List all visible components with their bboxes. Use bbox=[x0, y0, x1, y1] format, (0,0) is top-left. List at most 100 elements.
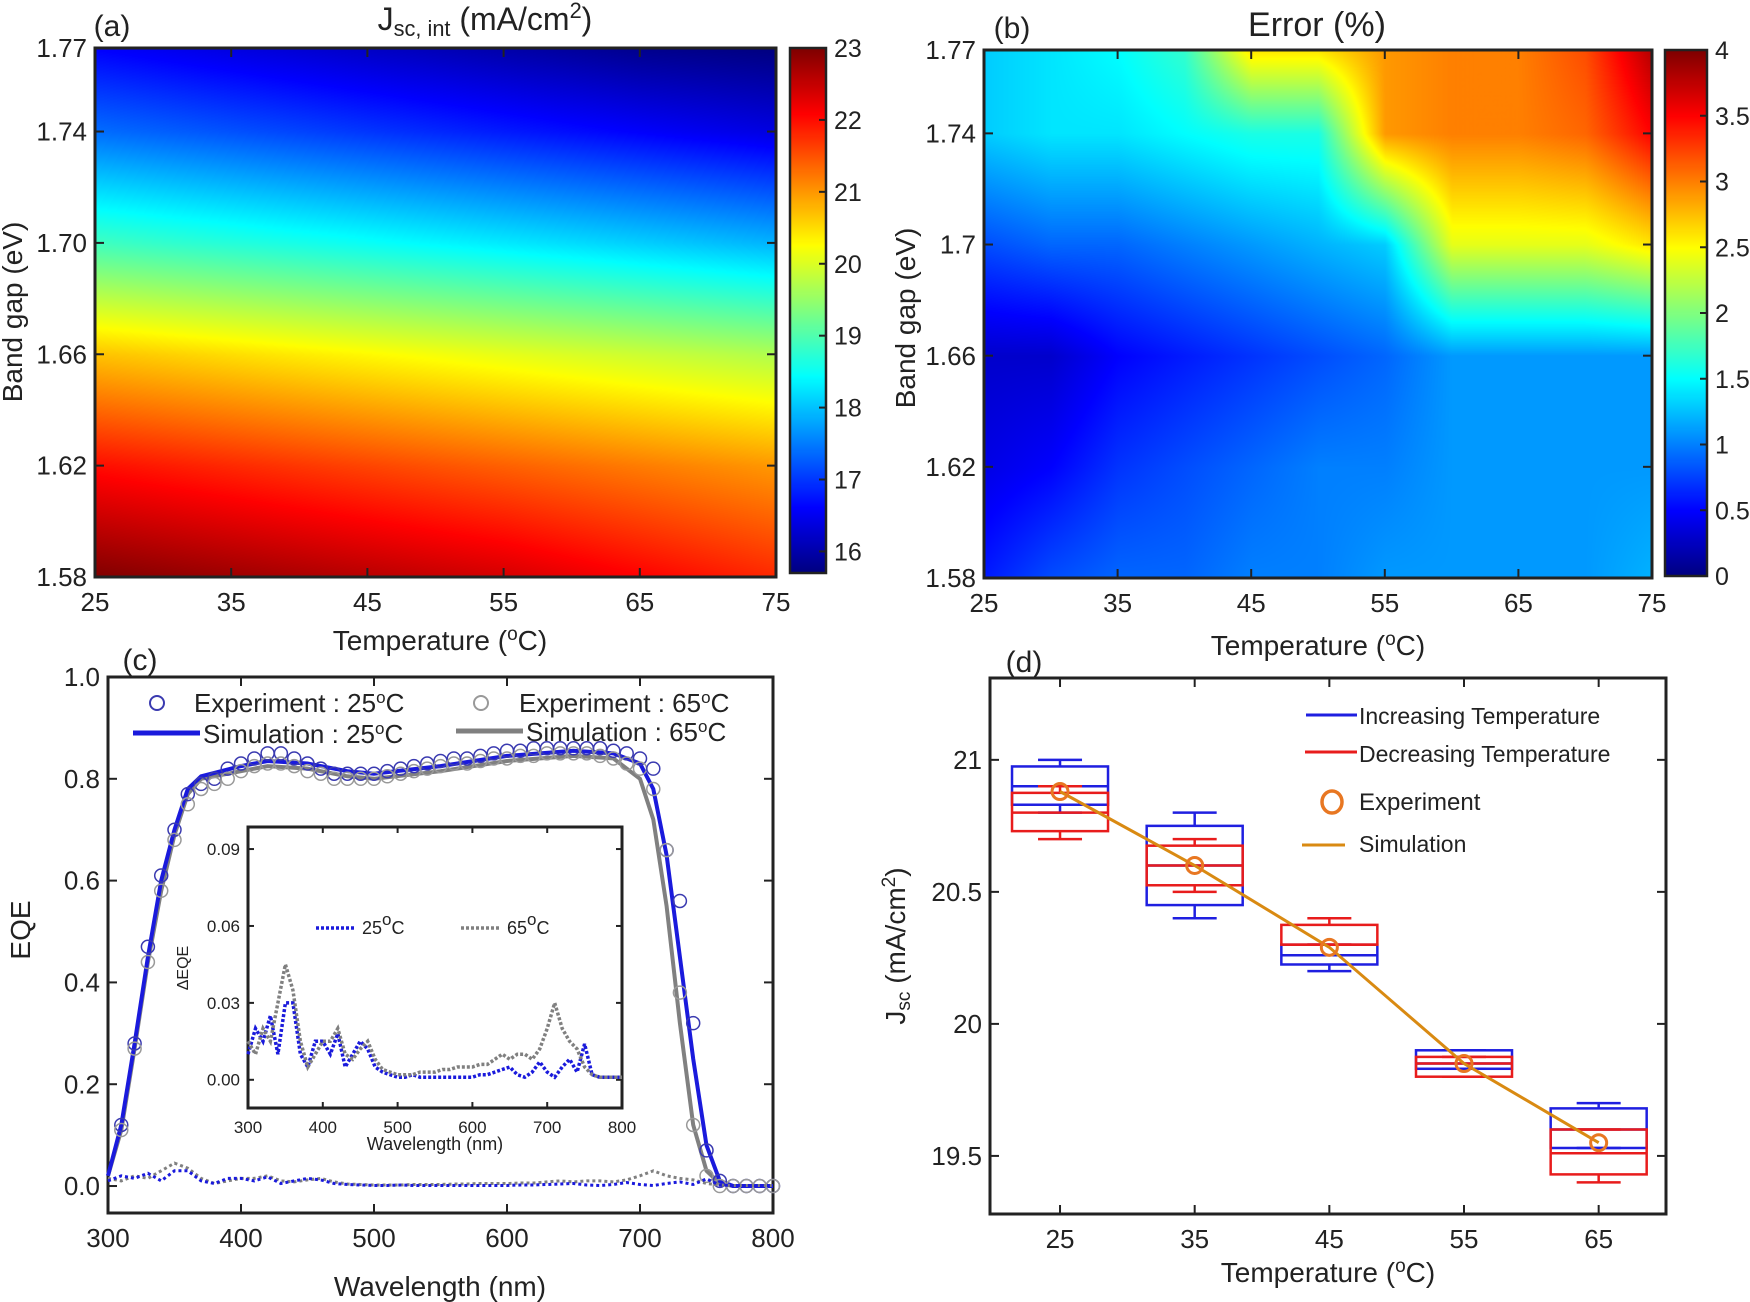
experiment-point bbox=[1319, 937, 1339, 957]
experiment-25-point bbox=[247, 751, 262, 766]
experiment-65-point bbox=[140, 954, 156, 970]
x-tick-label: 35 bbox=[1103, 588, 1132, 618]
panel-label-c: (c) bbox=[123, 644, 158, 677]
x-tick-label: 45 bbox=[1237, 588, 1266, 618]
y-tick-label: 1.66 bbox=[925, 341, 976, 371]
experiment-65-point bbox=[114, 1122, 129, 1138]
colorbar-tick-label: 3.5 bbox=[1715, 103, 1750, 131]
experiment-25-point bbox=[114, 1117, 129, 1133]
experiment-25-point bbox=[167, 822, 182, 837]
xlabel-b-part: Temperature ( bbox=[1211, 630, 1386, 661]
colorbar-tick-label: 16 bbox=[834, 538, 862, 566]
legend-marker-exp65 bbox=[473, 695, 489, 711]
experiment-65-point bbox=[153, 883, 169, 899]
y-tick-label: 0.4 bbox=[64, 968, 100, 998]
x-tick-label: 300 bbox=[86, 1223, 129, 1253]
inset-y-tick-label: 0.09 bbox=[207, 840, 240, 859]
axes-frame bbox=[988, 676, 1668, 1216]
experiment-65-point bbox=[592, 748, 608, 764]
x-tick-label: 25 bbox=[81, 587, 110, 617]
box-increasing bbox=[1414, 1049, 1514, 1071]
x-tick-label: 55 bbox=[1370, 588, 1399, 618]
legend-d: Increasing Temperature Decreasing Tempera… bbox=[1302, 703, 1610, 857]
heatmap-b-canvas bbox=[984, 50, 1652, 578]
xlabel-a-part: Temperature ( bbox=[333, 625, 508, 656]
delta-25-main-line bbox=[107, 1169, 773, 1188]
title-a-part: (mA/cm bbox=[450, 1, 569, 37]
inset-x-tick-label: 700 bbox=[533, 1118, 561, 1137]
legend-text-sim25: Simulation : 25oC bbox=[203, 719, 403, 750]
ylabel-d-part: J bbox=[880, 1011, 911, 1025]
inset-xlabel: Wavelength (nm) bbox=[367, 1134, 503, 1154]
x-tick-label: 35 bbox=[217, 587, 246, 617]
xlabel-d: Temperature (oC) bbox=[1221, 1256, 1435, 1289]
ylabel-d-part: ) bbox=[880, 867, 911, 876]
box bbox=[1414, 1049, 1514, 1071]
experiment-65-point bbox=[220, 771, 235, 787]
box-decreasing bbox=[1010, 785, 1110, 841]
x-tick-label: 800 bbox=[751, 1223, 794, 1253]
experiment-65-point bbox=[286, 758, 302, 774]
xlabel-b: Temperature (oC) bbox=[1211, 629, 1425, 662]
inset-x-tick-label: 500 bbox=[383, 1118, 411, 1137]
experiment-point bbox=[1589, 1133, 1609, 1153]
experiment-65-point bbox=[127, 1041, 142, 1056]
x-tick-label: 65 bbox=[625, 587, 654, 617]
xlabel-a-part: C) bbox=[518, 625, 548, 656]
y-tick-label: 19.5 bbox=[931, 1141, 982, 1171]
colorbar-tick-label: 17 bbox=[834, 467, 862, 495]
y-tick-label: 1.7 bbox=[940, 230, 976, 260]
title-a-part: ) bbox=[582, 1, 593, 37]
experiment-25-point bbox=[606, 743, 621, 759]
simulation-line bbox=[1059, 790, 1600, 1144]
y-tick-label: 20 bbox=[953, 1009, 982, 1039]
experiment-65-point bbox=[433, 758, 448, 774]
y-tick-label: 1.62 bbox=[36, 451, 87, 481]
colorbar-tick-label: 0 bbox=[1715, 563, 1729, 591]
experiment-65-point bbox=[606, 751, 621, 766]
experiment-25-point bbox=[393, 761, 408, 776]
experiment-25-point bbox=[286, 751, 302, 766]
inset-x-tick-label: 600 bbox=[458, 1118, 486, 1137]
experiment-point bbox=[1454, 1053, 1474, 1073]
experiment-25-point bbox=[632, 751, 648, 766]
box-decreasing bbox=[1414, 1055, 1514, 1078]
xlabel-d-part: o bbox=[1395, 1256, 1406, 1277]
experiment-25-point bbox=[380, 763, 395, 779]
y-tick-label: 0.0 bbox=[64, 1171, 100, 1201]
y-tick-label: 20.5 bbox=[931, 877, 982, 907]
x-tick-label: 400 bbox=[219, 1223, 262, 1253]
experiment-25-point bbox=[672, 893, 688, 909]
x-tick-label: 75 bbox=[1638, 588, 1667, 618]
ylabel-d: Jsc (mA/cm2) bbox=[879, 867, 915, 1024]
colorbar-tick-label: 23 bbox=[834, 35, 862, 63]
legend-unit-deg: o bbox=[698, 717, 707, 736]
legend-marker-experiment bbox=[1320, 789, 1344, 815]
xlabel-d-part: Temperature ( bbox=[1221, 1257, 1396, 1288]
colorbar-a-canvas bbox=[790, 48, 826, 573]
inset-background bbox=[248, 827, 622, 1108]
experiment-65-point bbox=[366, 771, 382, 787]
colorbar-tick-label: 19 bbox=[834, 323, 862, 351]
heatmap-a-canvas bbox=[95, 48, 776, 577]
experiment-25-point bbox=[592, 741, 608, 756]
legend-unit-c: C bbox=[707, 717, 726, 747]
experiment-65-point bbox=[193, 781, 209, 797]
y-tick-label: 1.74 bbox=[36, 117, 87, 147]
colorbar-tick-label: 1.5 bbox=[1715, 366, 1750, 394]
box-decreasing bbox=[1280, 917, 1379, 946]
legend-unit-c: C bbox=[537, 918, 550, 938]
experiment-65-point bbox=[646, 781, 661, 797]
panel-label-a: (a) bbox=[94, 10, 131, 43]
x-tick-label: 65 bbox=[1504, 588, 1533, 618]
experiment-65-point bbox=[273, 756, 289, 771]
colorbar-frame bbox=[788, 46, 828, 575]
inset-y-tick-label: 0.06 bbox=[207, 917, 240, 936]
title-a: Jsc, int (mA/cm2) bbox=[378, 0, 593, 41]
experiment-25-point bbox=[233, 756, 249, 771]
experiment-25-point bbox=[273, 746, 289, 761]
legend-unit-deg: o bbox=[375, 719, 384, 738]
y-tick-label: 21 bbox=[953, 745, 982, 775]
